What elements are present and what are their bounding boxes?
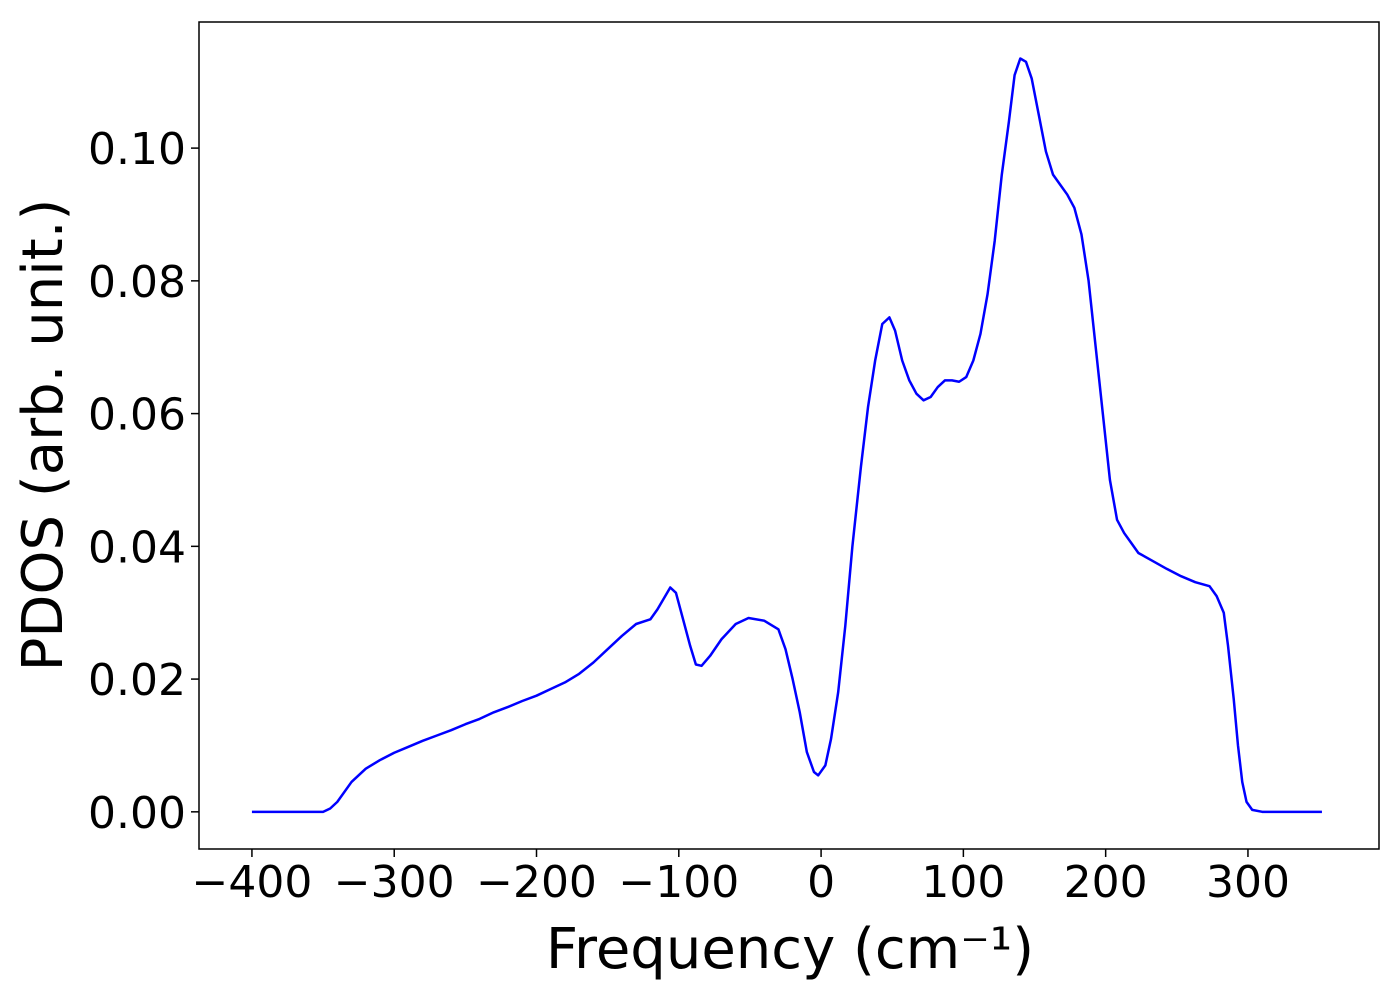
x-tick-label: 100 — [921, 857, 1005, 908]
y-tick-label: 0.00 — [88, 788, 186, 839]
x-tick-label: −300 — [334, 857, 455, 908]
x-axis-label: Frequency (cm⁻¹) — [546, 917, 1034, 982]
x-tick-label: −100 — [618, 857, 739, 908]
x-tick-label: −200 — [476, 857, 597, 908]
y-tick-label: 0.04 — [88, 522, 186, 573]
x-tick-label: 300 — [1206, 857, 1290, 908]
y-axis-label: PDOS (arb. unit.) — [11, 199, 76, 672]
y-tick-label: 0.08 — [88, 257, 186, 308]
plot-frame — [198, 21, 1380, 850]
y-tick-label: 0.06 — [88, 390, 186, 441]
y-tick-label: 0.10 — [88, 124, 186, 175]
y-tick-label: 0.02 — [88, 655, 186, 706]
x-tick-label: 200 — [1064, 857, 1148, 908]
data-line — [251, 57, 1322, 814]
x-tick-label: −400 — [192, 857, 313, 908]
x-tick-label: 0 — [807, 857, 835, 908]
